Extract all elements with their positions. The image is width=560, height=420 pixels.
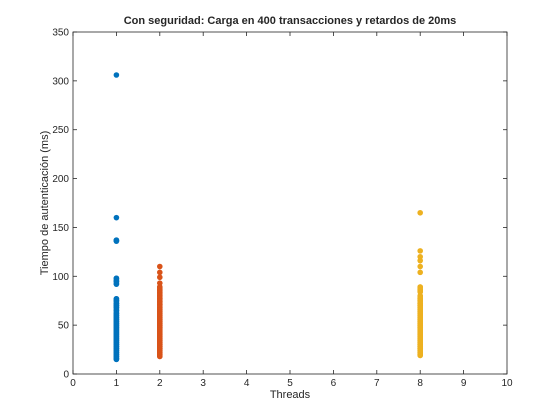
y-tick-label: 200 — [52, 174, 69, 185]
data-point-series-2 — [157, 263, 163, 270]
x-tick-label: 4 — [244, 378, 250, 389]
x-tick-label: 0 — [70, 378, 76, 389]
data-point-series-2 — [157, 274, 163, 281]
y-tick-label: 350 — [52, 28, 69, 39]
data-point-series-3 — [417, 248, 424, 254]
plot-area: 0 1 2 3 4 5 6 7 8 9 10 0 50 100 150 200 250 300 350 — [52, 28, 513, 390]
data-point-series-3 — [417, 263, 424, 270]
y-tick-label: 300 — [52, 76, 69, 87]
data-point-series-3 — [417, 209, 424, 216]
chart-title: Con seguridad: Carga en 400 transaccione… — [124, 15, 457, 27]
x-tick-label: 2 — [157, 378, 163, 389]
x-axis: 0 1 2 3 4 5 6 7 8 9 10 — [70, 32, 513, 389]
data-points — [113, 72, 424, 363]
y-tick-label: 100 — [52, 272, 69, 283]
y-axis-title: Tiempo de autenticación (ms) — [39, 131, 51, 276]
axes-box — [72, 31, 508, 375]
y-tick-label: 0 — [63, 370, 69, 381]
x-tick-label: 3 — [200, 378, 206, 389]
data-point-series-2 — [157, 280, 163, 286]
y-axis: 0 50 100 150 200 250 300 350 — [52, 28, 507, 381]
data-point-series-3 — [417, 253, 424, 260]
data-point-series-3 — [417, 269, 424, 276]
data-point-series-3 — [417, 257, 424, 264]
y-tick-label: 50 — [58, 321, 70, 332]
x-tick-label: 1 — [114, 378, 120, 389]
data-point-series-2 — [157, 269, 163, 276]
x-tick-label: 5 — [287, 378, 293, 389]
x-tick-label: 6 — [331, 378, 337, 389]
data-point-series-1 — [113, 214, 120, 221]
x-axis-title: Threads — [270, 389, 311, 401]
y-tick-label: 250 — [52, 125, 69, 136]
y-tick-label: 150 — [52, 223, 69, 234]
data-point-series-1 — [113, 72, 120, 78]
x-tick-label: 8 — [417, 378, 423, 389]
x-tick-label: 9 — [461, 378, 467, 389]
x-tick-label: 7 — [374, 378, 380, 389]
x-tick-label: 10 — [501, 378, 513, 389]
